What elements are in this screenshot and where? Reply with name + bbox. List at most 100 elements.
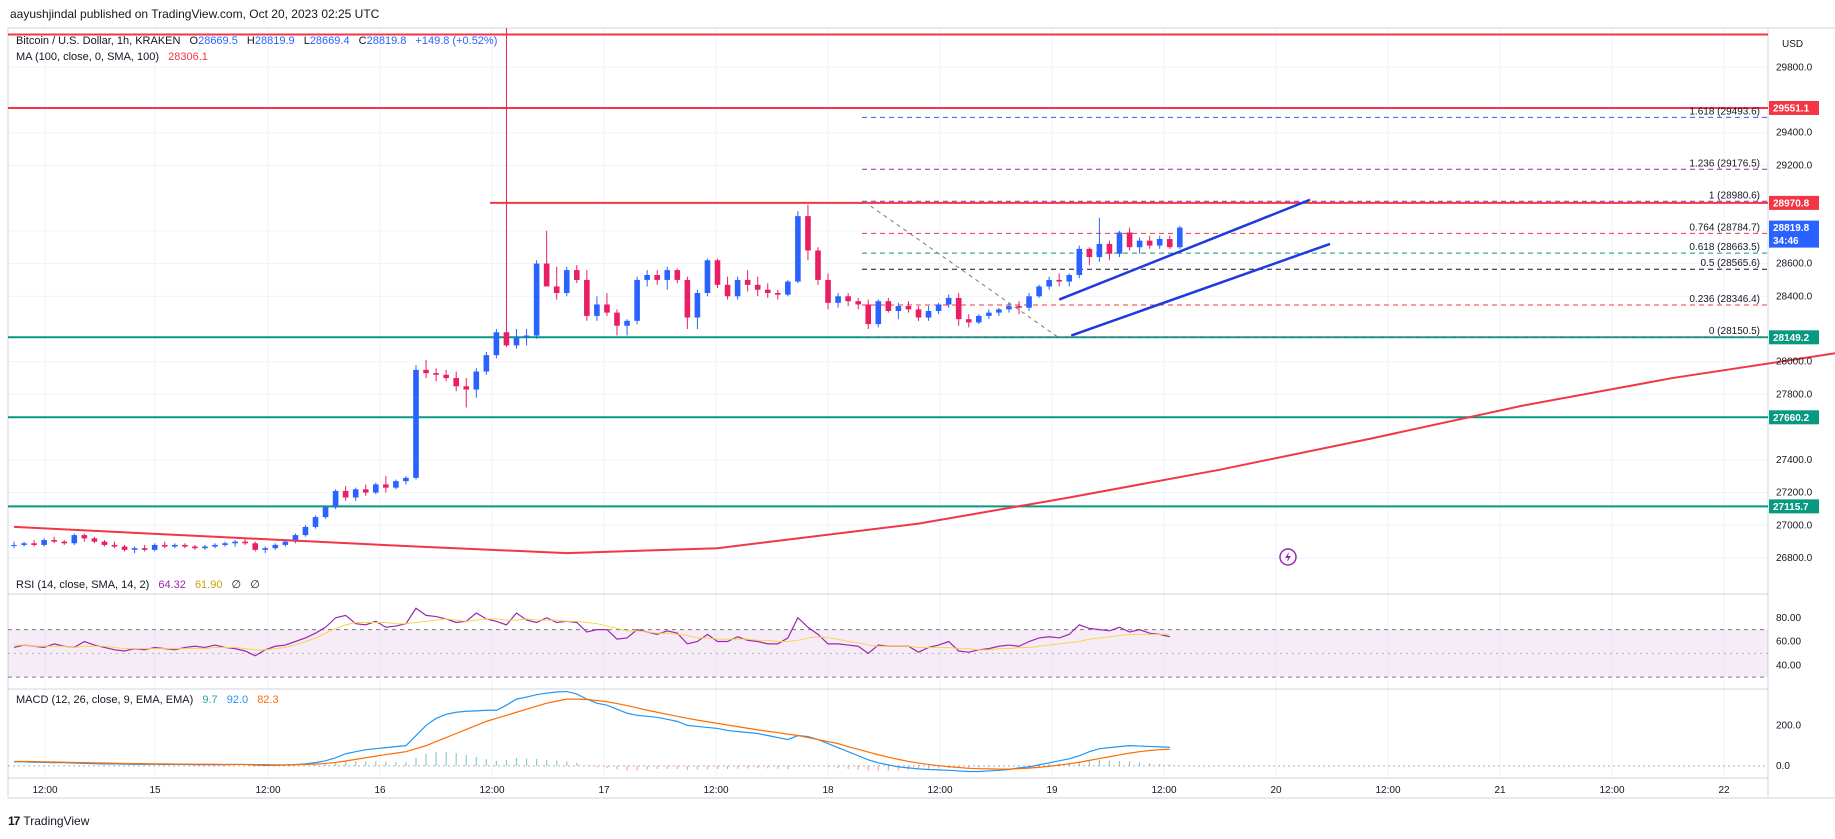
rsi-ma-value: 61.90 xyxy=(194,579,223,591)
candle-body xyxy=(885,301,892,311)
price-tag xyxy=(1769,195,1819,210)
rsi-extra-2: ∅ xyxy=(250,579,260,591)
time-axis-ticks: 12:00 15 12:00 16 12:00 17 12:00 18 12:00 19 12:00… xyxy=(32,785,1730,796)
candle-body xyxy=(453,378,459,387)
rsi-tick-label: 40.00 xyxy=(1776,660,1801,671)
rsi-tick-label: 60.00 xyxy=(1776,637,1801,648)
price-tick-label: 27400.0 xyxy=(1776,455,1813,466)
candle-body xyxy=(704,260,711,294)
price-tick-label: 29800.0 xyxy=(1776,62,1813,73)
price-tag-label: 28970.8 xyxy=(1773,198,1810,209)
candle-body xyxy=(945,297,952,305)
candle-body xyxy=(835,296,841,303)
fib-level-label: 1.618 (29493.6) xyxy=(1689,106,1760,117)
horizontal-levels[interactable] xyxy=(8,33,1768,508)
candle-body xyxy=(111,544,118,547)
ascending-channel[interactable] xyxy=(1058,198,1331,337)
candle-body xyxy=(151,544,158,550)
candle-body xyxy=(976,315,982,323)
candle-body xyxy=(463,386,470,390)
macd-value: 92.0 xyxy=(226,694,249,706)
change-value: +149.8 (+0.52%) xyxy=(415,35,498,47)
candle-body xyxy=(925,311,932,318)
moving-average-line xyxy=(13,352,1835,555)
price-tag xyxy=(1769,410,1819,425)
candle-body xyxy=(503,332,510,346)
time-tick-label: 12:00 xyxy=(1375,785,1400,796)
time-tick-label: 12:00 xyxy=(1151,785,1176,796)
time-tick-label: 19 xyxy=(1046,785,1058,796)
fib-level-label: 0 (28150.5) xyxy=(1709,326,1760,337)
macd-label[interactable]: MACD (12, 26, close, 9, EMA, EMA) xyxy=(16,694,194,706)
fib-level-label: 0.618 (28663.5) xyxy=(1689,242,1760,253)
candle-body xyxy=(1076,248,1083,276)
candle-body xyxy=(413,369,419,478)
candle-body xyxy=(232,541,238,544)
price-tags: 29551.1 28970.8 28819.8 34:46 28149.2 27660.2… xyxy=(1769,100,1819,514)
candle-body xyxy=(21,543,27,545)
price-tag-label: 27660.2 xyxy=(1773,413,1810,424)
price-tick-label: 28400.0 xyxy=(1776,291,1813,302)
candle-body xyxy=(1006,306,1012,310)
candle-body xyxy=(905,306,912,310)
price-tag-label: 28819.8 xyxy=(1773,223,1810,234)
candle-body xyxy=(423,369,429,374)
candle-body xyxy=(825,279,831,303)
candle-body xyxy=(744,279,751,285)
candle-body xyxy=(624,320,630,326)
candle-body xyxy=(1086,248,1093,258)
candle-body xyxy=(986,312,992,316)
candle-body xyxy=(1056,279,1062,282)
high-value: 28819.9 xyxy=(254,35,295,47)
price-tick-label: 28000.0 xyxy=(1776,357,1813,368)
ma-label[interactable]: MA (100, close, 0, SMA, 100) xyxy=(16,51,160,63)
candle-body xyxy=(61,541,68,544)
rsi-label[interactable]: RSI (14, close, SMA, 14, 2) xyxy=(16,579,150,591)
candle-body xyxy=(101,541,108,545)
candle-body xyxy=(785,281,791,295)
candle-body xyxy=(141,548,148,550)
candle-body xyxy=(1116,232,1123,254)
publish-info: aayushjindal published on TradingView.co… xyxy=(10,7,380,21)
candle-body xyxy=(282,541,289,545)
macd-signal-value: 82.3 xyxy=(257,694,279,706)
candle-body xyxy=(1136,240,1143,248)
macd-lines: 200.0 0.0 xyxy=(8,690,1801,773)
symbol-name[interactable]: Bitcoin / U.S. Dollar, 1h, KRAKEN xyxy=(16,35,181,47)
fib-level-label: 0.5 (28565.6) xyxy=(1701,258,1761,269)
candle-body xyxy=(965,319,972,323)
low-value: 28669.4 xyxy=(309,35,350,47)
rsi-ma-line xyxy=(14,618,1170,651)
candle-body xyxy=(1016,306,1022,308)
signal-line xyxy=(14,698,1170,770)
candle-body xyxy=(342,490,349,498)
candle-body xyxy=(996,309,1002,313)
candle-body xyxy=(312,517,319,527)
time-tick-label: 18 xyxy=(822,785,834,796)
candle-body xyxy=(754,284,761,290)
lightning-icon[interactable] xyxy=(1279,548,1297,566)
candle-body xyxy=(875,301,882,325)
candle-body xyxy=(272,544,279,549)
candle-body xyxy=(493,332,500,356)
candle-body xyxy=(302,526,309,536)
rsi-line xyxy=(13,607,1170,657)
candle-body xyxy=(553,286,560,294)
candle-body xyxy=(634,279,640,321)
channel-upper-line xyxy=(1058,198,1311,301)
candle-body xyxy=(955,297,962,320)
price-tag-label: 28149.2 xyxy=(1773,333,1810,344)
rsi-lines: 80.00 60.00 40.00 xyxy=(13,607,1801,671)
candle-body xyxy=(1146,240,1153,246)
currency-label[interactable]: USD xyxy=(1782,39,1803,50)
tradingview-logo[interactable]: 17 TradingView xyxy=(8,814,89,828)
price-tag-label: 34:46 xyxy=(1773,236,1799,247)
fib-level-label: 1 (28980.6) xyxy=(1709,190,1760,201)
candle-body xyxy=(1046,279,1052,287)
fibonacci-extension[interactable]: 1.618 (29493.6) 1.236 (29176.5) 1 (28980.6… xyxy=(862,106,1768,338)
candle-body xyxy=(684,279,691,318)
candle-body xyxy=(1066,275,1073,282)
candle-body xyxy=(393,481,399,488)
candle-body xyxy=(182,544,188,547)
